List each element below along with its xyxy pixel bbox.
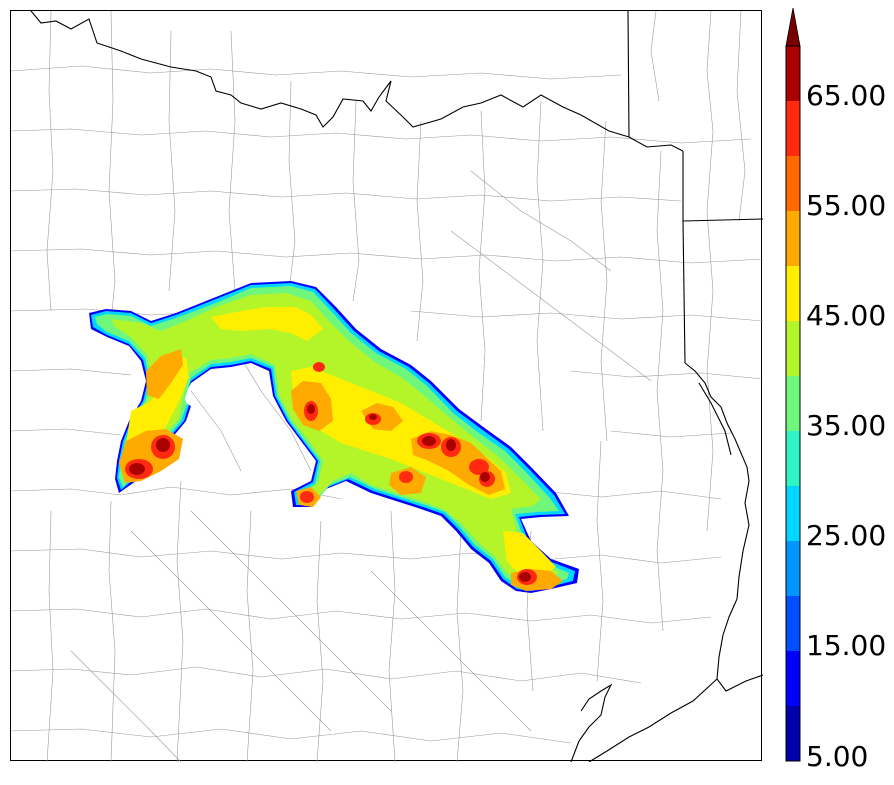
precip-band-45 [211, 307, 323, 341]
coastline [570, 362, 763, 762]
colorbar-segment [786, 651, 800, 706]
precipitation-contours [89, 281, 579, 593]
map-canvas [11, 11, 763, 762]
colorbar-tick-label: 55.00 [806, 189, 887, 222]
colorbar-segment [786, 541, 800, 596]
precip-band-50 [146, 349, 183, 399]
colorbar [785, 8, 801, 762]
colorbar-segment [786, 266, 800, 321]
colorbar-frame [785, 45, 801, 762]
colorbar-tick-label: 15.00 [806, 629, 887, 662]
colorbar-tick-label: 25.00 [806, 519, 887, 552]
colorbar-segment [786, 46, 800, 101]
precip-band-45d [503, 531, 556, 577]
colorbar-extend-arrow [785, 8, 801, 47]
colorbar-tick-label: 65.00 [806, 79, 887, 112]
colorbar-segment [786, 211, 800, 266]
colorbar-segment [786, 706, 800, 761]
colorbar-segment [786, 596, 800, 651]
map-panel [10, 10, 763, 762]
precip-max-cores [129, 404, 531, 582]
colorbar-segment [786, 431, 800, 486]
colorbar-segment [786, 376, 800, 431]
county-boundaries [11, 11, 763, 762]
state-boundaries [30, 11, 763, 364]
colorbar-segment [786, 156, 800, 211]
colorbar-tick-label: 45.00 [806, 299, 887, 332]
colorbar-tick-label: 35.00 [806, 409, 887, 442]
colorbar-segment [786, 486, 800, 541]
colorbar-tick-label: 5.00 [806, 740, 869, 773]
colorbar-segment [786, 101, 800, 156]
colorbar-segment [786, 321, 800, 376]
